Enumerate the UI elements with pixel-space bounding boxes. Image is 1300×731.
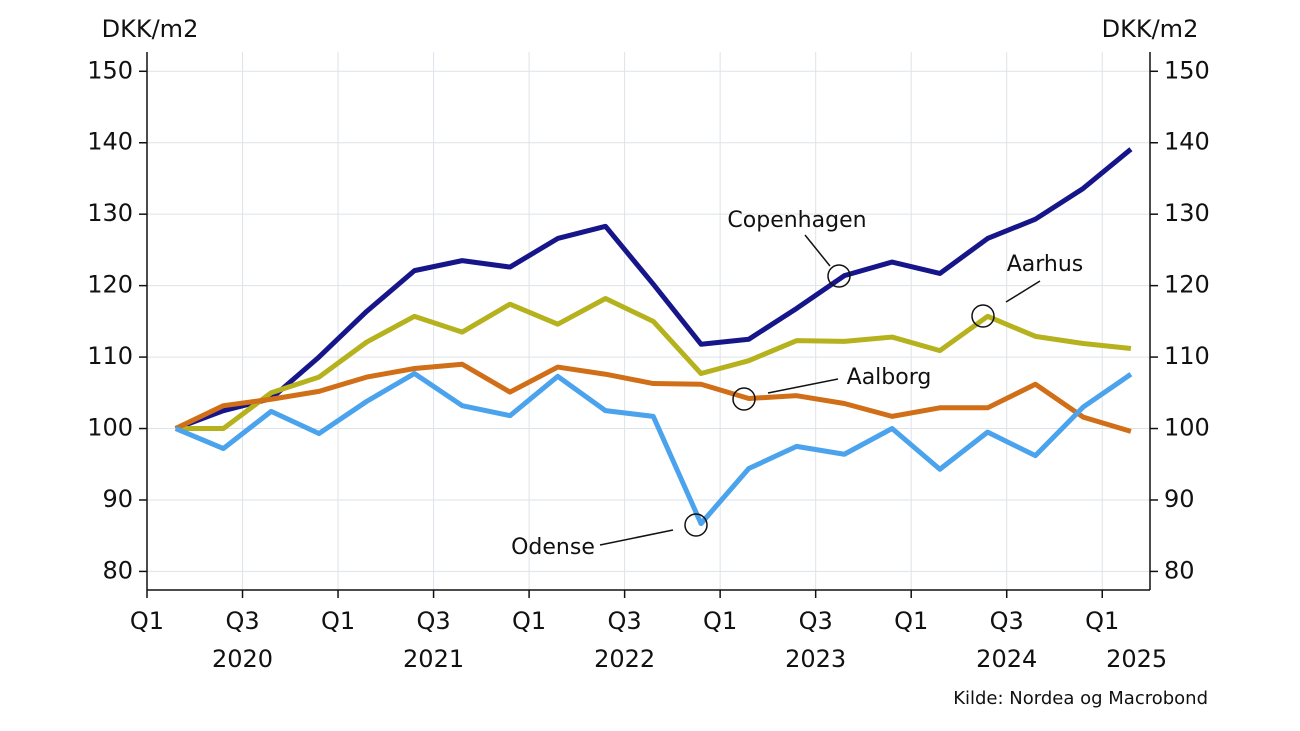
y2-tick-label: 130 [1164, 199, 1210, 227]
y-axis-label: DKK/m2 [102, 15, 199, 43]
x-tick-label: Q1 [321, 607, 355, 635]
year-label: 2023 [785, 645, 846, 673]
y2-axis-label: DKK/m2 [1102, 15, 1199, 43]
y-tick-label: 120 [87, 271, 133, 299]
source: Kilde: Nordea og Macrobond [953, 688, 1208, 709]
y2-tick-label: 90 [1164, 485, 1195, 513]
y2-tick-label: 150 [1164, 56, 1210, 84]
line-series [175, 295, 1132, 432]
line-series [174, 371, 1133, 527]
callout-circle [971, 304, 995, 328]
x-tick-label: Q1 [130, 607, 164, 635]
x-tick-label: Q3 [608, 607, 642, 635]
x-tick-label: Q1 [703, 607, 737, 635]
x-tick-label: Q3 [990, 607, 1024, 635]
y2-tick-label: 140 [1164, 128, 1210, 156]
x-tick-label: Q3 [225, 607, 259, 635]
y2-tick-label: 110 [1164, 342, 1210, 370]
y-tick-label: 110 [87, 342, 133, 370]
x-tick-label: Q3 [799, 607, 833, 635]
callout-circle [732, 387, 756, 411]
x-tick-label: Q1 [512, 607, 546, 635]
callout-line [804, 234, 831, 267]
year-label: 2021 [403, 645, 464, 673]
callout-line [1005, 280, 1041, 303]
y-tick-label: 80 [102, 556, 133, 584]
y-tick-label: 130 [87, 199, 133, 227]
y-tick-label: 150 [87, 56, 133, 84]
y-tick-label: 140 [87, 128, 133, 156]
series-label: Aalborg [847, 365, 932, 390]
line-series [174, 147, 1133, 431]
callout-line [767, 378, 839, 394]
series-label: Odense [511, 535, 595, 560]
y2-tick-label: 80 [1164, 556, 1195, 584]
line-series [174, 361, 1132, 434]
callout-circle [684, 513, 708, 537]
callout-line [599, 529, 674, 546]
y2-tick-label: 100 [1164, 414, 1210, 442]
x-tick-label: Q1 [894, 607, 928, 635]
series-label: Aarhus [1007, 252, 1084, 277]
year-label: 2024 [976, 645, 1037, 673]
callout-circle [827, 264, 851, 288]
y2-tick-label: 120 [1164, 271, 1210, 299]
y-tick-label: 90 [102, 485, 133, 513]
x-tick-label: Q1 [1085, 607, 1119, 635]
y-tick-label: 100 [87, 414, 133, 442]
x-tick-label: Q3 [416, 607, 450, 635]
year-label: 2025 [1106, 645, 1167, 673]
series-label: Copenhagen [727, 208, 866, 233]
year-label: 2020 [212, 645, 273, 673]
year-label: 2022 [594, 645, 655, 673]
